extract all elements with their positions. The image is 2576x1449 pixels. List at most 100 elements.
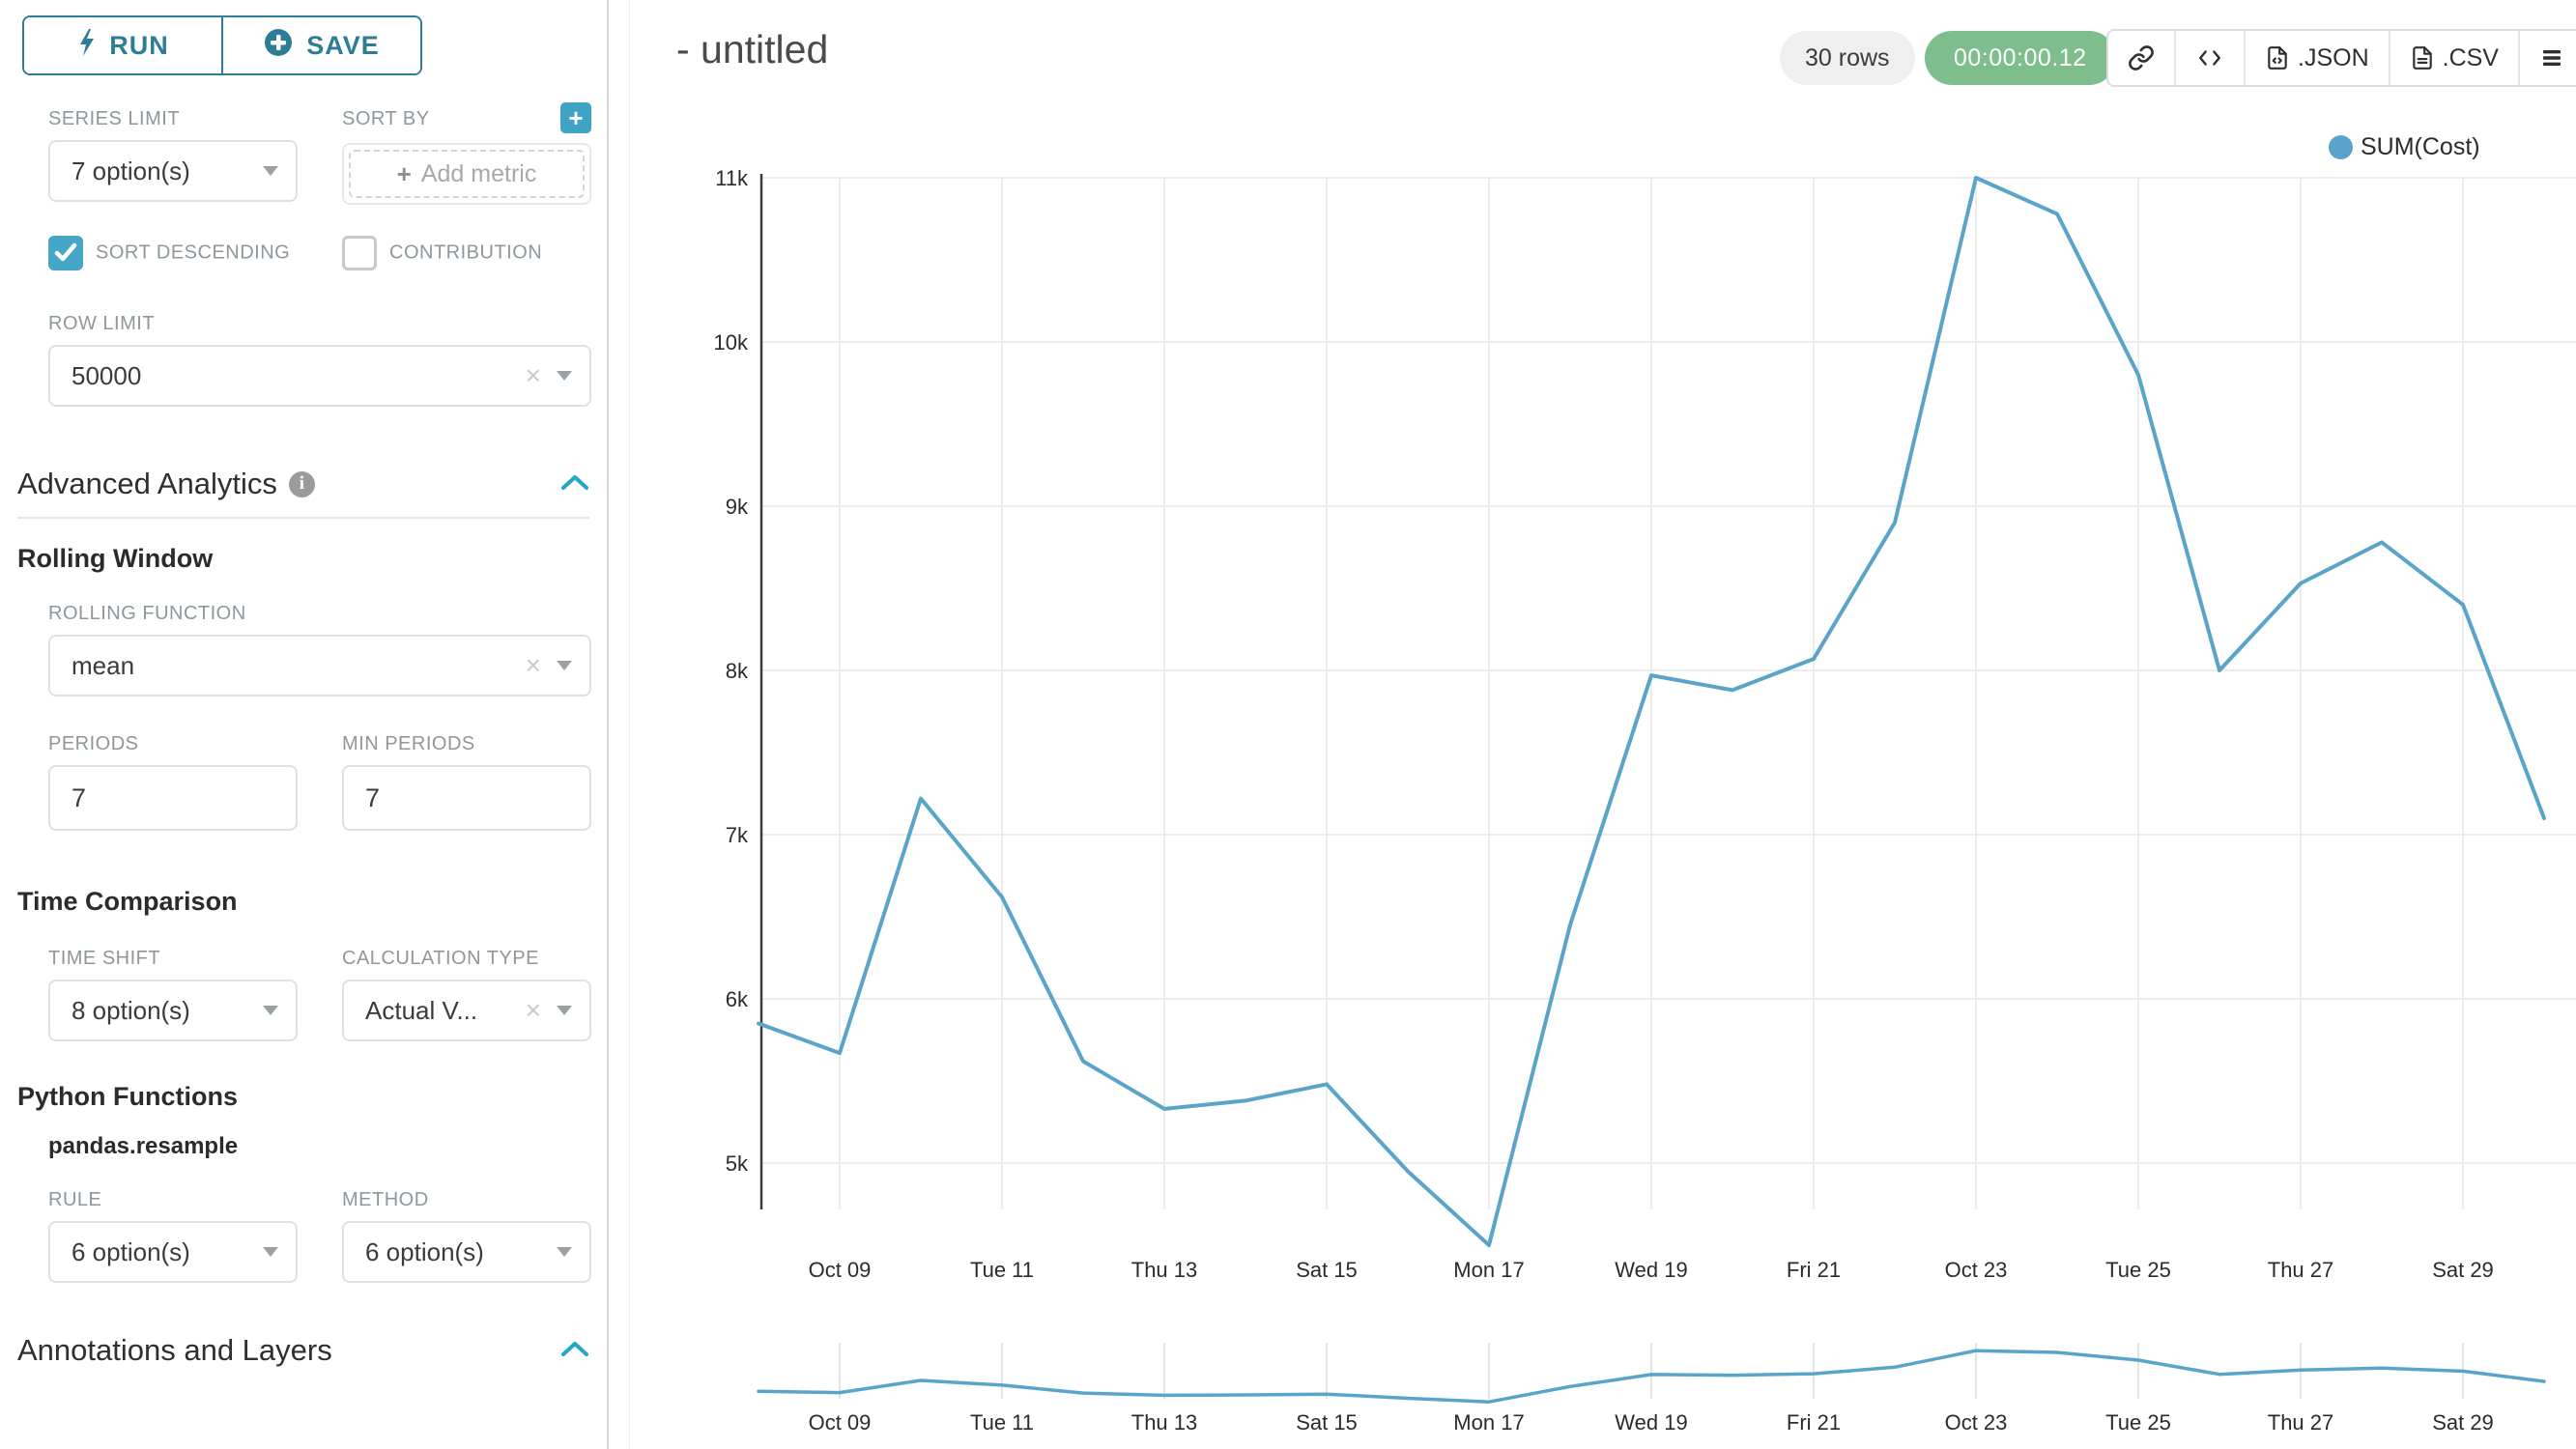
periods-input[interactable]: 7 <box>48 765 298 831</box>
series-line-sum-cost[interactable] <box>757 176 2546 1247</box>
min-periods-input[interactable]: 7 <box>342 765 591 831</box>
method-select[interactable]: 6 option(s) <box>342 1221 591 1283</box>
y-axis-tick-label: 7k <box>726 823 749 847</box>
plus-icon: + <box>396 158 412 188</box>
python-functions-title: Python Functions <box>17 1082 238 1111</box>
context-x-axis-tick-label: Tue 25 <box>2105 1410 2171 1435</box>
control-panel-sidebar: RUN SAVE SERIES LIMIT 7 option(s) SORT B… <box>0 0 609 1449</box>
more-options-button[interactable] <box>2517 31 2576 85</box>
sort-by-label: SORT BY <box>342 108 430 129</box>
code-icon <box>2199 50 2220 66</box>
x-axis-tick-label: Tue 11 <box>970 1258 1034 1282</box>
view-query-button[interactable] <box>2174 31 2244 85</box>
rule-value: 6 option(s) <box>72 1236 190 1266</box>
periods-value: 7 <box>72 782 87 812</box>
add-metric-label: Add metric <box>420 159 537 187</box>
sort-descending-label: SORT DESCENDING <box>96 242 291 264</box>
annotations-layers-title: Annotations and Layers <box>17 1333 332 1367</box>
row-limit-label: ROW LIMIT <box>48 313 156 334</box>
context-x-axis-tick-label: Sat 15 <box>1296 1410 1358 1435</box>
method-label: METHOD <box>342 1189 429 1210</box>
time-comparison-title: Time Comparison <box>17 887 238 916</box>
x-axis-tick-label: Oct 23 <box>1945 1258 2008 1282</box>
context-x-axis-tick-label: Oct 23 <box>1945 1410 2008 1435</box>
y-axis-tick-label: 5k <box>726 1151 749 1176</box>
y-axis-tick-label: 9k <box>726 495 749 519</box>
rolling-function-value: mean <box>72 650 135 680</box>
save-button[interactable]: SAVE <box>221 17 420 73</box>
legend-series-label: SUM(Cost) <box>2361 133 2480 160</box>
y-axis-tick-label: 11k <box>715 166 749 190</box>
chevron-up-icon[interactable] <box>560 1340 589 1362</box>
x-axis-tick-label: Thu 27 <box>2268 1258 2334 1282</box>
calculation-type-select[interactable]: Actual V... × <box>342 980 591 1041</box>
contribution-checkbox[interactable] <box>342 236 377 270</box>
time-shift-value: 8 option(s) <box>72 995 190 1025</box>
min-periods-label: MIN PERIODS <box>342 733 475 754</box>
chart-legend[interactable]: SUM(Cost) <box>2329 133 2480 161</box>
timeseries-line-chart[interactable]: 5k 6k 7k 8k 9k 10k 11k Oct 09 Oct 09 Tue 11 Tue 11… <box>633 0 2576 1449</box>
context-x-axis-tick-label: Tue 11 <box>970 1410 1034 1435</box>
page-title[interactable]: - untitled <box>676 27 829 71</box>
context-x-axis-tick-label: Mon 17 <box>1453 1410 1524 1435</box>
export-csv-button[interactable]: .CSV <box>2388 31 2518 85</box>
rolling-function-label: ROLLING FUNCTION <box>48 603 246 624</box>
lightning-icon <box>76 28 96 64</box>
run-save-button-group: RUN SAVE <box>22 15 422 75</box>
clear-icon[interactable]: × <box>525 360 541 390</box>
check-icon <box>54 242 77 262</box>
row-limit-value: 50000 <box>72 360 142 390</box>
sort-descending-checkbox-row: SORT DESCENDING <box>48 236 298 270</box>
time-shift-select[interactable]: 8 option(s) <box>48 980 298 1041</box>
chart-actions-toolbar: .JSON .CSV <box>2106 29 2576 87</box>
context-x-axis-tick-label: Oct 09 <box>809 1410 872 1435</box>
link-icon <box>2129 45 2154 71</box>
series-limit-label: SERIES LIMIT <box>48 108 181 129</box>
export-json-button[interactable]: .JSON <box>2244 31 2389 85</box>
calculation-type-value: Actual V... <box>365 995 478 1025</box>
context-brush-line[interactable] <box>757 1349 2546 1404</box>
chevron-down-icon[interactable] <box>557 1247 572 1257</box>
row-limit-select[interactable]: 50000 × <box>48 345 591 407</box>
rolling-function-select[interactable]: mean × <box>48 635 591 696</box>
chart-canvas[interactable]: 5k 6k 7k 8k 9k 10k 11k Oct 09 Oct 09 Tue 11 Tue 11… <box>633 0 2576 1449</box>
x-axis-tick-label: Tue 25 <box>2105 1258 2171 1282</box>
min-periods-value: 7 <box>365 782 381 812</box>
chevron-down-icon[interactable] <box>263 166 278 176</box>
y-axis-tick-label: 6k <box>726 987 749 1011</box>
chevron-down-icon[interactable] <box>557 371 572 381</box>
chevron-down-icon[interactable] <box>263 1006 278 1015</box>
chevron-up-icon[interactable] <box>560 473 589 496</box>
pandas-resample-label: pandas.resample <box>48 1133 239 1159</box>
clear-icon[interactable]: × <box>525 995 541 1025</box>
y-axis-tick-label: 8k <box>726 659 749 683</box>
legend-series-dot <box>2329 135 2353 159</box>
run-button[interactable]: RUN <box>24 17 221 73</box>
csv-button-label: .CSV <box>2442 43 2499 71</box>
sort-descending-checkbox[interactable] <box>48 236 83 270</box>
info-icon[interactable]: i <box>288 470 315 497</box>
json-button-label: .JSON <box>2298 43 2369 71</box>
chevron-down-icon[interactable] <box>557 1006 572 1015</box>
calculation-type-label: CALCULATION TYPE <box>342 948 539 969</box>
series-limit-value: 7 option(s) <box>72 156 190 185</box>
context-x-axis-tick-label: Thu 13 <box>1131 1410 1198 1435</box>
clear-icon[interactable]: × <box>525 650 541 680</box>
panel-separator <box>629 0 630 1449</box>
add-metric-button[interactable]: + Add metric <box>349 150 585 198</box>
sort-by-control: + Add metric <box>342 143 591 205</box>
rule-select[interactable]: 6 option(s) <box>48 1221 298 1283</box>
query-timer-badge: 00:00:00.12 <box>1925 31 2116 85</box>
save-button-label: SAVE <box>306 30 380 60</box>
share-link-button[interactable] <box>2108 31 2174 85</box>
chevron-down-icon[interactable] <box>557 661 572 670</box>
chevron-down-icon[interactable] <box>263 1247 278 1257</box>
method-value: 6 option(s) <box>365 1236 484 1266</box>
add-sort-metric-button[interactable]: + <box>560 102 591 133</box>
x-axis-tick-label: Fri 21 <box>1787 1258 1841 1282</box>
contribution-label: CONTRIBUTION <box>389 242 543 264</box>
advanced-analytics-title: Advanced Analytics <box>17 467 277 500</box>
context-x-axis-tick-label: Fri 21 <box>1787 1410 1841 1435</box>
series-limit-select[interactable]: 7 option(s) <box>48 140 298 202</box>
time-shift-label: TIME SHIFT <box>48 948 161 969</box>
